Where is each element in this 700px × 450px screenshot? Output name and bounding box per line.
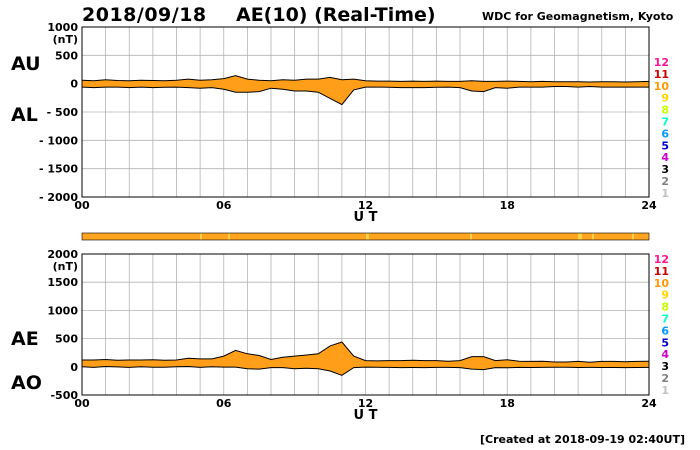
- aual-station-count-label: 4: [661, 151, 669, 164]
- aual-y-tick-label: 0: [70, 78, 78, 91]
- aual-station-count-label: 10: [654, 80, 670, 93]
- aeao-station-count-label: 1: [661, 384, 669, 397]
- station-count-bar-segment: [366, 233, 369, 240]
- aeao-station-count-label: 12: [654, 253, 669, 266]
- aeao-y-tick-label: 2000: [47, 248, 78, 261]
- aual-station-count-label: 2: [661, 175, 669, 188]
- aeao-station-count-label: 9: [661, 289, 669, 302]
- series-label-al: AL: [11, 104, 38, 126]
- aeao-station-count-label: 4: [661, 348, 669, 361]
- aual-station-count-label: 5: [661, 139, 669, 152]
- aual-station-count-label: 8: [661, 104, 669, 117]
- aeao-x-tick-label: 24: [641, 397, 657, 410]
- aual-y-tick-label: - 1500: [39, 163, 78, 176]
- aual-station-count-label: 12: [654, 56, 669, 69]
- aual-plot-frame: [81, 26, 650, 198]
- aual-unit-label: (nT): [53, 33, 78, 46]
- aual-x-tick-label: 18: [500, 199, 515, 212]
- aual-station-count-label: 11: [654, 68, 669, 81]
- aual-station-count-label: 6: [661, 127, 669, 140]
- aual-y-tick-label: 1000: [47, 21, 78, 34]
- chart-title: AE(10) (Real-Time): [236, 4, 436, 26]
- aual-station-count-label: 7: [661, 116, 669, 129]
- aeao-x-tick-label: 06: [216, 397, 232, 410]
- aual-band-area: [82, 75, 649, 105]
- aual-y-tick-label: - 500: [47, 106, 79, 119]
- station-count-bar-segment: [470, 233, 472, 240]
- series-al-line: [81, 85, 649, 106]
- aeao-station-count-label: 11: [654, 265, 669, 278]
- aeao-x-tick-label: 12: [358, 397, 373, 410]
- aeao-station-count-label: 3: [661, 360, 669, 373]
- station-count-bar-segment: [578, 233, 582, 240]
- station-count-bar-segment: [200, 233, 202, 240]
- series-au-line: [81, 75, 650, 83]
- aeao-x-tick-label: 00: [74, 397, 90, 410]
- aual-x-tick-label: 12: [358, 199, 373, 212]
- aual-x-tick-label: 24: [641, 199, 657, 212]
- aual-x-axis-label: U T: [354, 210, 378, 225]
- aeao-station-count-label: 10: [654, 277, 670, 290]
- aeao-station-count-label: 2: [661, 372, 669, 385]
- aeao-station-count-label: 7: [661, 313, 669, 326]
- aual-y-tick-label: 500: [55, 49, 78, 62]
- station-count-bar-segment: [592, 233, 594, 240]
- aeao-x-axis-label: U T: [354, 408, 378, 423]
- aual-x-tick-label: 06: [216, 199, 232, 212]
- aual-y-tick-label: - 2000: [39, 191, 78, 204]
- aual-station-count-label: 9: [661, 92, 669, 105]
- aeao-station-count-label: 5: [661, 336, 669, 349]
- series-ae-line: [82, 341, 650, 363]
- aeao-y-tick-label: 1500: [47, 276, 78, 289]
- series-label-ao: AO: [11, 372, 42, 394]
- created-timestamp: [Created at 2018-09-19 02:40UT]: [480, 433, 686, 446]
- station-count-bar-segment: [228, 233, 230, 240]
- aeao-y-tick-label: 0: [70, 361, 78, 374]
- chart-date: 2018/09/18: [82, 4, 207, 26]
- aeao-plot-frame: [81, 253, 650, 396]
- station-count-bar: [81, 232, 650, 241]
- aual-station-count-label: 1: [661, 187, 669, 200]
- aeao-station-count-label: 6: [661, 324, 669, 337]
- aeao-unit-label: (nT): [53, 260, 78, 273]
- aual-station-count-label: 3: [661, 163, 669, 176]
- station-count-bar-segment: [632, 233, 634, 240]
- aeao-station-count-label: 8: [661, 301, 669, 314]
- data-source: WDC for Geomagnetism, Kyoto: [482, 10, 674, 23]
- series-ao-line: [81, 365, 650, 376]
- aual-x-tick-label: 00: [74, 199, 90, 212]
- aeao-y-tick-label: 500: [55, 333, 78, 346]
- series-label-au: AU: [11, 53, 41, 75]
- aual-y-tick-label: - 1000: [39, 134, 78, 147]
- aeao-x-tick-label: 18: [500, 397, 515, 410]
- aeao-y-tick-label: 1000: [47, 304, 78, 317]
- aeao-y-tick-label: -500: [50, 389, 78, 402]
- series-label-ae: AE: [11, 328, 39, 350]
